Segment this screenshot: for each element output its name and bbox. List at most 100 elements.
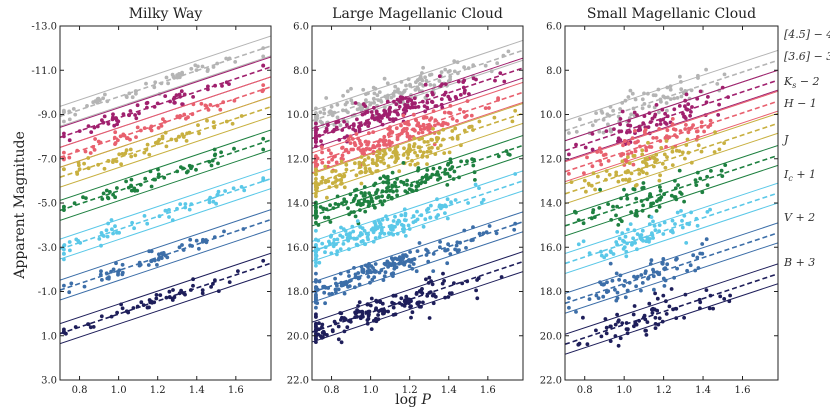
star-point: [704, 237, 709, 242]
star-point: [317, 279, 322, 284]
star-point: [314, 194, 318, 199]
star-point: [613, 334, 618, 338]
star-point: [373, 220, 377, 225]
star-point: [239, 114, 244, 118]
star-point: [383, 270, 388, 275]
star-point: [410, 158, 414, 163]
band-6: [60, 168, 271, 262]
star-point: [665, 108, 669, 113]
x-tick-label: 1.6: [228, 385, 244, 396]
star-point: [403, 298, 407, 303]
band-8: [60, 252, 271, 345]
star-point: [443, 82, 448, 86]
star-point: [443, 172, 447, 176]
band-5: [565, 144, 778, 237]
star-point: [448, 74, 453, 79]
star-point: [612, 127, 616, 131]
star-point: [67, 138, 72, 143]
star-point: [622, 187, 626, 192]
star-point: [405, 178, 409, 183]
star-point: [635, 113, 639, 117]
star-point: [353, 101, 358, 105]
star-point: [191, 277, 196, 282]
star-point: [438, 176, 443, 180]
star-point: [167, 208, 171, 212]
star-point: [168, 295, 172, 300]
star-point: [337, 138, 342, 142]
star-point: [426, 259, 431, 264]
star-point: [97, 237, 102, 241]
star-point: [157, 252, 161, 257]
star-point: [474, 288, 478, 293]
star-point: [408, 250, 412, 254]
band-4-fit: [565, 122, 778, 195]
star-point: [421, 122, 426, 127]
star-point: [340, 128, 345, 132]
panels: Milky Way-13.0-11.0-9.0-7.0-5.0-3.0-1.01…: [31, 6, 779, 396]
star-point: [598, 159, 602, 163]
star-point: [611, 108, 615, 113]
star-point: [110, 117, 115, 122]
star-point: [372, 183, 376, 188]
star-point: [340, 153, 345, 158]
star-point: [124, 148, 129, 153]
star-point: [673, 178, 677, 183]
panel-1: Milky Way-13.0-11.0-9.0-7.0-5.0-3.0-1.01…: [31, 6, 272, 396]
star-point: [181, 291, 186, 295]
star-point: [346, 150, 351, 155]
star-point: [372, 105, 376, 110]
star-point: [119, 302, 123, 307]
star-point: [699, 124, 704, 129]
star-point: [357, 282, 362, 287]
star-point: [633, 149, 638, 154]
star-point: [362, 229, 367, 233]
star-point: [395, 193, 399, 198]
star-point: [224, 119, 229, 124]
star-point: [496, 154, 501, 159]
star-point: [211, 282, 215, 286]
star-point: [641, 181, 646, 185]
star-point: [129, 188, 134, 193]
star-point: [171, 97, 176, 101]
star-point: [477, 119, 482, 124]
star-point: [436, 146, 440, 151]
star-point: [386, 126, 390, 131]
star-point: [409, 315, 413, 320]
star-point: [627, 161, 632, 166]
star-point: [362, 197, 367, 202]
star-point: [391, 117, 395, 122]
band-7: [60, 209, 271, 301]
star-point: [187, 207, 192, 212]
star-point: [626, 155, 630, 160]
band-2-bound-upper: [565, 69, 778, 142]
star-point: [109, 269, 113, 274]
star-point: [455, 119, 459, 123]
star-point: [624, 249, 629, 254]
star-point: [484, 230, 489, 235]
star-point: [601, 153, 606, 158]
star-point: [381, 278, 386, 282]
star-point: [622, 245, 627, 250]
star-point: [362, 162, 366, 167]
star-point: [728, 293, 732, 298]
star-point: [100, 278, 104, 282]
star-point: [161, 117, 165, 121]
star-point: [458, 107, 462, 112]
star-point: [333, 321, 338, 326]
star-point: [615, 290, 620, 295]
star-point: [436, 136, 441, 141]
star-point: [402, 88, 407, 93]
star-point: [599, 249, 603, 254]
star-point: [640, 106, 645, 111]
star-point: [393, 184, 398, 189]
star-point: [181, 248, 186, 252]
star-point: [206, 67, 210, 72]
band-3-fit: [60, 86, 271, 159]
star-point: [446, 242, 450, 247]
star-point: [381, 180, 386, 185]
star-point: [625, 130, 629, 135]
star-point: [456, 79, 461, 84]
star-point: [441, 127, 446, 132]
star-point: [73, 325, 78, 329]
y-tick-label: 22.0: [287, 376, 309, 387]
